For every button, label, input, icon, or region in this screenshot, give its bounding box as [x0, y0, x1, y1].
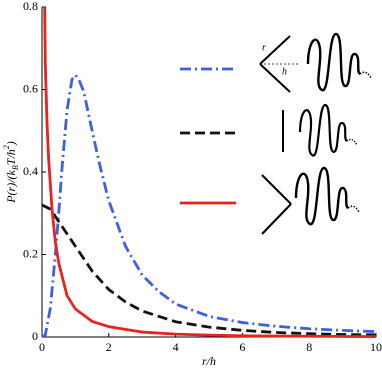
y-axis-label-part: P(r)/(k [4, 169, 18, 203]
x-tick-label: 6 [239, 340, 245, 354]
y-axis-label-part: B [11, 165, 20, 170]
x-tick-label: 10 [370, 340, 382, 354]
x-tick-label: 2 [106, 340, 112, 354]
series-line [41, 203, 377, 337]
series-line [41, 72, 377, 339]
y-axis-label: P(r)/(kBT/h2) [2, 141, 20, 204]
series-line [43, 6, 377, 338]
x-axis-label: r/h [202, 354, 216, 368]
y-tick-label: 0.4 [23, 164, 38, 178]
y-axis-label-part: 2 [2, 145, 11, 149]
icon-label: h [282, 66, 287, 77]
legend-icons: r h [259, 32, 372, 235]
x-tick-label: 0 [39, 340, 45, 354]
y-axis-label-part: ) [4, 141, 18, 146]
icon-label: r [262, 42, 266, 53]
y-tick-label: 0 [32, 329, 38, 343]
y-tick-label: 0.2 [23, 246, 38, 260]
x-tick-label: 8 [306, 340, 312, 354]
y-tick-label: 0.6 [23, 81, 38, 95]
y-tick-label: 0.8 [23, 0, 38, 13]
y-axis-label-part: T/h [4, 149, 18, 165]
x-tick-label: 4 [173, 340, 179, 354]
